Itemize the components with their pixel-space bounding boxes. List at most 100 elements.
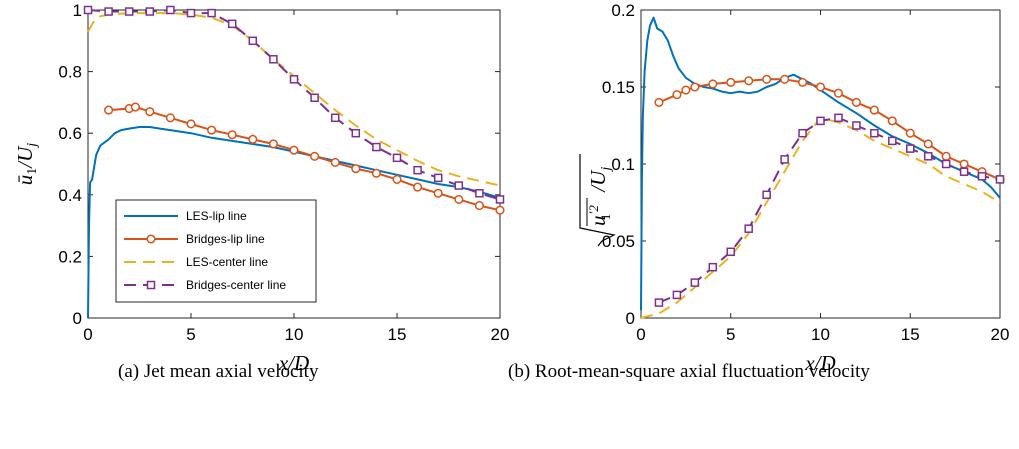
data-point-circle — [726, 77, 736, 87]
legend-entry: LES-center line — [124, 255, 268, 269]
data-point-circle — [708, 79, 718, 89]
series-les-lip-line — [640, 16, 1001, 311]
data-point-square — [351, 128, 361, 138]
panel-a-tick-labels: 0 5 10 15 20 0 0.2 0.4 0.6 0.8 1 — [58, 1, 509, 344]
data-point-circle — [433, 188, 443, 198]
data-point-circle — [371, 168, 381, 178]
data-point-square — [690, 278, 700, 287]
data-point-square — [433, 173, 443, 183]
data-point-circle — [165, 113, 175, 123]
data-point-square — [941, 159, 951, 169]
legend-label: LES-center line — [186, 255, 268, 269]
x-tick-label: 0 — [636, 325, 645, 344]
panel-a-x-axis-label: x/D — [278, 351, 309, 375]
caption-b: (b) Root-mean-square axial fluctuation v… — [508, 361, 870, 382]
data-point-circle — [851, 97, 861, 107]
data-point-square — [269, 55, 278, 64]
data-point-square — [83, 5, 93, 15]
data-point-circle — [392, 174, 402, 184]
data-point-square — [995, 175, 1005, 184]
data-point-square — [310, 93, 319, 103]
legend-label: LES-lip line — [186, 209, 247, 223]
data-point-circle — [310, 151, 320, 161]
data-point-square — [834, 113, 843, 123]
data-point-circle — [186, 119, 196, 129]
x-tick-label: 15 — [388, 325, 407, 344]
data-point-square — [977, 172, 987, 181]
legend-label: Bridges-lip line — [186, 232, 265, 246]
y-tick-label: 0.05 — [602, 232, 635, 251]
data-point-square — [672, 290, 682, 300]
data-point-square — [207, 8, 216, 18]
y-tick-label: 0 — [626, 309, 635, 328]
panel-b-axes-box — [640, 9, 1001, 319]
x-tick-label: 10 — [811, 325, 830, 344]
data-point-square — [248, 36, 258, 46]
legend-marker — [146, 280, 156, 290]
y-tick-label: 0 — [73, 309, 82, 328]
x-tick-label: 20 — [491, 325, 510, 344]
panel-a-series — [83, 5, 505, 319]
data-point-square — [852, 121, 861, 130]
data-point-circle — [207, 125, 217, 135]
data-point-square — [495, 195, 505, 204]
sqrt-symbol — [579, 154, 616, 247]
data-point-circle — [454, 194, 464, 204]
data-point-square — [413, 165, 422, 175]
data-point-circle — [248, 134, 258, 144]
legend-entry: Bridges-lip line — [124, 232, 265, 246]
panel-a-jet-mean-axial-velocity: 0 5 10 15 20 0 0.2 0.4 0.6 0.8 1 x/D ū1/Uj LES-lip… — [13, 1, 509, 375]
y-tick-label: 0.15 — [602, 78, 635, 97]
data-point-square — [330, 113, 340, 123]
x-tick-label: 20 — [991, 325, 1010, 344]
x-tick-label: 15 — [901, 325, 920, 344]
data-point-circle — [833, 88, 844, 98]
data-point-circle — [413, 182, 423, 192]
data-point-circle — [672, 90, 682, 100]
y-tick-label: 1 — [73, 1, 82, 20]
y-tick-label: 0.2 — [58, 247, 82, 266]
panel-a-y-axis-label: ū1/Uj — [13, 143, 40, 186]
data-point-square — [227, 19, 237, 29]
data-point-square — [654, 298, 664, 307]
data-point-square — [104, 7, 113, 16]
data-point-circle — [227, 130, 237, 140]
y-tick-label: 0.6 — [58, 124, 82, 143]
data-point-square — [798, 128, 807, 138]
x-tick-label: 10 — [285, 325, 304, 344]
x-tick-label: 5 — [186, 325, 195, 344]
series-line — [87, 12, 501, 187]
data-point-square — [906, 144, 915, 153]
data-point-square — [475, 189, 484, 198]
data-point-square — [186, 8, 196, 18]
data-point-square — [708, 262, 718, 272]
data-point-circle — [959, 159, 969, 169]
data-point-circle — [923, 139, 933, 149]
data-point-circle — [268, 139, 278, 149]
data-point-circle — [104, 105, 114, 115]
y-axis-label-text: u′21/Uj — [586, 167, 614, 226]
data-point-square — [392, 153, 402, 163]
data-point-circle — [130, 102, 140, 112]
panel-b-tick-labels: 0 5 10 15 20 0 0.05 0.1 0.15 0.2 — [602, 1, 1010, 344]
legend-label: Bridges-center line — [186, 278, 286, 292]
data-point-circle — [815, 82, 826, 92]
data-point-square — [726, 247, 735, 257]
data-point-square — [372, 142, 381, 152]
data-point-circle — [495, 205, 505, 215]
data-point-circle — [905, 128, 915, 138]
data-point-circle — [654, 97, 664, 107]
data-point-square — [870, 128, 879, 138]
data-point-circle — [798, 77, 808, 87]
data-point-square — [780, 155, 789, 164]
legend-marker — [146, 234, 156, 244]
data-point-circle — [941, 151, 951, 161]
data-point-square — [124, 7, 134, 16]
data-point-circle — [289, 145, 299, 155]
data-point-square — [888, 136, 897, 146]
panel-b-x-axis-label: x/D — [804, 351, 835, 375]
series-bridges-lip-line — [104, 102, 505, 215]
legend-entry: Bridges-center line — [124, 278, 286, 292]
data-point-square — [145, 7, 155, 16]
data-point-square — [762, 190, 771, 200]
